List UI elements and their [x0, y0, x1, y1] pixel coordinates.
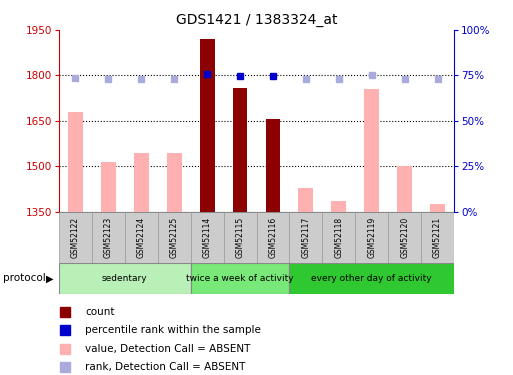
- FancyBboxPatch shape: [289, 262, 454, 294]
- FancyBboxPatch shape: [355, 212, 388, 262]
- FancyBboxPatch shape: [158, 212, 191, 262]
- Bar: [200, 39, 214, 212]
- FancyBboxPatch shape: [289, 212, 322, 262]
- FancyBboxPatch shape: [421, 212, 454, 262]
- Text: GDS1421 / 1383324_at: GDS1421 / 1383324_at: [176, 13, 337, 27]
- FancyBboxPatch shape: [191, 262, 289, 294]
- Text: every other day of activity: every other day of activity: [311, 274, 432, 283]
- Text: GSM52120: GSM52120: [400, 217, 409, 258]
- Text: GSM52121: GSM52121: [433, 217, 442, 258]
- Bar: [331, 201, 346, 212]
- Text: twice a week of activity: twice a week of activity: [186, 274, 294, 283]
- FancyBboxPatch shape: [92, 212, 125, 262]
- FancyBboxPatch shape: [388, 212, 421, 262]
- Bar: [299, 188, 313, 212]
- Text: rank, Detection Call = ABSENT: rank, Detection Call = ABSENT: [85, 362, 246, 372]
- Text: GSM52118: GSM52118: [334, 217, 343, 258]
- Bar: [101, 162, 116, 212]
- FancyBboxPatch shape: [224, 212, 256, 262]
- Text: GSM52123: GSM52123: [104, 217, 113, 258]
- Text: percentile rank within the sample: percentile rank within the sample: [85, 326, 261, 335]
- Text: value, Detection Call = ABSENT: value, Detection Call = ABSENT: [85, 344, 250, 354]
- FancyBboxPatch shape: [59, 212, 92, 262]
- Text: protocol: protocol: [3, 273, 45, 284]
- Text: GSM52115: GSM52115: [235, 217, 245, 258]
- Text: GSM52119: GSM52119: [367, 217, 376, 258]
- Bar: [68, 112, 83, 212]
- Text: GSM52114: GSM52114: [203, 217, 212, 258]
- Text: GSM52117: GSM52117: [301, 217, 310, 258]
- Text: count: count: [85, 307, 115, 317]
- Bar: [134, 153, 149, 212]
- Text: sedentary: sedentary: [102, 274, 148, 283]
- FancyBboxPatch shape: [125, 212, 158, 262]
- Bar: [232, 88, 247, 212]
- Text: GSM52125: GSM52125: [170, 217, 179, 258]
- Bar: [266, 119, 281, 212]
- Text: GSM52122: GSM52122: [71, 217, 80, 258]
- Text: ▶: ▶: [46, 273, 54, 284]
- Text: GSM52116: GSM52116: [268, 217, 278, 258]
- Bar: [167, 153, 182, 212]
- FancyBboxPatch shape: [256, 212, 289, 262]
- FancyBboxPatch shape: [59, 262, 191, 294]
- Bar: [364, 89, 379, 212]
- Bar: [397, 166, 412, 212]
- Bar: [430, 204, 445, 212]
- FancyBboxPatch shape: [191, 212, 224, 262]
- Text: GSM52124: GSM52124: [137, 217, 146, 258]
- FancyBboxPatch shape: [322, 212, 355, 262]
